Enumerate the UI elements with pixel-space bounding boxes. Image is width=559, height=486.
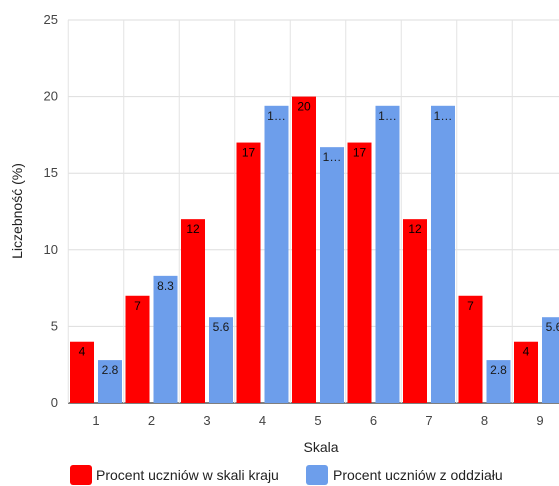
bar-oddzial <box>431 105 455 404</box>
data-label: 2.8 <box>490 363 507 377</box>
x-tick-label: 7 <box>425 413 432 428</box>
data-label: 2.8 <box>102 363 119 377</box>
y-tick-label: 25 <box>44 12 58 27</box>
bar-oddzial <box>486 360 511 403</box>
x-tick-label: 4 <box>259 413 266 428</box>
bar-oddzial <box>209 317 233 403</box>
bar-oddzial <box>375 105 400 404</box>
data-label: 5.6 <box>546 320 559 334</box>
bar-kraj <box>70 341 94 403</box>
legend: Procent uczniów w skali kraju Procent ucz… <box>70 465 503 485</box>
x-tick-label: 3 <box>203 413 210 428</box>
x-tick-label: 8 <box>481 413 488 428</box>
data-label: 12 <box>186 222 200 236</box>
x-tick-label: 2 <box>148 413 155 428</box>
data-label: 5.6 <box>213 320 230 334</box>
data-label: 1… <box>434 109 453 123</box>
x-tick-label: 6 <box>370 413 377 428</box>
x-axis-ticks: 1 2 3 4 5 6 7 8 9 <box>92 413 543 428</box>
y-tick-label: 15 <box>44 165 58 180</box>
legend-swatch <box>306 465 328 485</box>
bar-oddzial <box>320 147 344 403</box>
bar-kraj <box>236 142 261 403</box>
legend-swatch <box>70 465 92 485</box>
bar-kraj <box>292 96 316 403</box>
x-tick-label: 9 <box>536 413 543 428</box>
bar-oddzial <box>542 317 559 403</box>
x-tick-label: 5 <box>314 413 321 428</box>
x-axis-title: Skala <box>303 439 338 455</box>
y-axis-ticks: 0 5 10 15 20 25 <box>44 12 58 410</box>
data-label: 17 <box>353 146 367 160</box>
data-label: 1… <box>378 109 397 123</box>
legend-label: Procent uczniów w skali kraju <box>96 467 279 483</box>
y-tick-label: 10 <box>44 242 58 257</box>
bar-kraj <box>514 341 538 403</box>
y-tick-label: 0 <box>51 395 58 410</box>
data-label: 1… <box>267 109 286 123</box>
data-label: 7 <box>134 299 141 313</box>
bar-kraj <box>125 295 150 403</box>
y-tick-label: 5 <box>51 318 58 333</box>
bar-oddzial <box>264 105 289 404</box>
bar-kraj <box>181 219 205 403</box>
legend-label: Procent uczniów z oddziału <box>333 467 503 483</box>
data-label: 20 <box>297 100 311 114</box>
bar-kraj <box>347 142 372 403</box>
data-label: 7 <box>467 299 474 313</box>
bars: 4 2.8 7 8.3 12 5.6 17 1… 20 1… 17 1… 12 1… 7 2.8 4 5.6 <box>70 96 559 404</box>
data-label: 17 <box>242 146 256 160</box>
bar-kraj <box>458 295 483 403</box>
y-tick-label: 20 <box>44 89 58 104</box>
bar-oddzial <box>98 360 122 403</box>
bar-kraj <box>403 219 427 403</box>
data-label: 4 <box>523 345 530 359</box>
data-label: 12 <box>408 222 422 236</box>
data-label: 1… <box>323 150 342 164</box>
y-axis-title: Liczebność (%) <box>9 163 25 259</box>
data-label: 4 <box>79 345 86 359</box>
x-tick-label: 1 <box>92 413 99 428</box>
bar-oddzial <box>153 275 178 403</box>
data-label: 8.3 <box>157 279 174 293</box>
